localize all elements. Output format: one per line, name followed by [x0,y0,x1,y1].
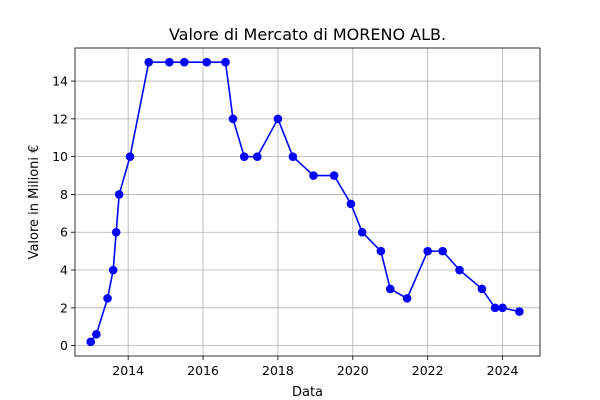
grid [75,48,540,356]
data-point [92,329,101,339]
plot-frame [74,47,541,357]
y-tick-label: 8 [60,187,68,202]
y-tick-label: 14 [52,74,68,89]
x-tick-label: 2014 [112,363,144,378]
x-tick-label: 2018 [262,363,294,378]
data-point [103,294,112,303]
x-axis-label: Data [292,385,323,400]
data-point [114,190,124,199]
data-point [346,199,356,209]
x-tick-label: 2024 [487,363,519,378]
series-layer [86,57,524,347]
data-point [180,57,189,67]
y-tick-label: 2 [60,300,68,315]
y-tick-label: 4 [60,263,68,278]
data-point [165,57,174,67]
data-point [477,284,487,294]
data-point [202,57,212,67]
data-point [288,152,298,161]
data-point [86,337,96,347]
data-point [111,227,121,237]
data-point [329,171,339,180]
data-point [376,246,386,256]
data-point [144,57,154,67]
data-point [423,246,432,256]
x-tick-label: 2022 [412,363,444,378]
data-point [239,152,249,161]
y-axis-label: Valore in Milioni € [27,145,42,260]
data-point [309,171,318,180]
data-point [385,284,395,294]
x-tick-label: 2016 [187,363,219,378]
data-point [498,303,507,313]
y-tick-label: 12 [52,111,68,126]
data-point [438,246,447,256]
data-point [125,152,135,161]
y-tick-label: 0 [60,338,68,353]
data-point [253,152,262,161]
y-tick-label: 10 [52,149,68,164]
data-point [455,265,464,275]
x-tick-label: 2020 [337,363,369,378]
data-point [221,57,230,67]
axis-ticks: 2014 2016 2018 2020 2022 2024 0 2 4 6 8 10 12 14 [52,74,518,378]
data-point [228,114,238,124]
data-point [402,294,412,303]
chart-title: Valore di Mercato di MORENO ALB. [169,25,446,44]
data-point [490,303,500,313]
data-point [108,265,118,275]
series-line-0 [90,61,520,343]
y-tick-label: 6 [60,225,68,240]
data-point [273,114,283,124]
data-point [357,227,367,237]
data-point [515,307,524,316]
